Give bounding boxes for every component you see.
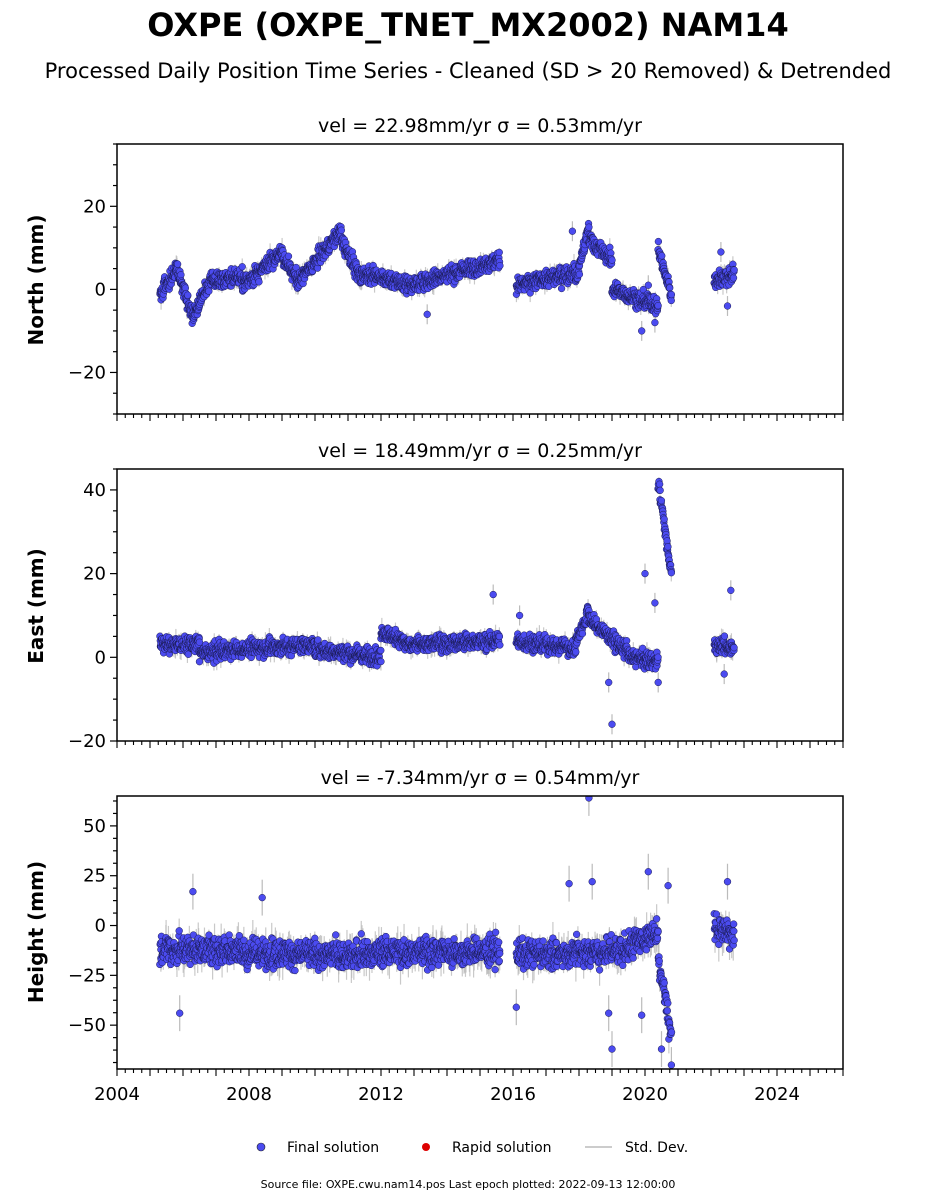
north-panel: vel = 22.98mm/yr σ = 0.53mm/yr North (mm… xyxy=(24,115,844,421)
data-point xyxy=(495,632,504,641)
data-point xyxy=(658,252,666,260)
data-point xyxy=(575,270,584,278)
data-point xyxy=(195,658,204,666)
y-tick-label: 20 xyxy=(83,196,106,217)
data-point xyxy=(284,252,293,260)
data-point xyxy=(729,274,738,282)
data-point xyxy=(495,248,503,257)
data-point xyxy=(654,301,662,310)
figure-title: OXPE (OXPE_TNET_MX2002) NAM14 xyxy=(147,6,788,44)
data-point xyxy=(667,290,676,299)
data-point xyxy=(578,629,587,638)
data-point xyxy=(177,271,185,279)
data-point xyxy=(292,263,300,272)
outlier-point xyxy=(723,302,732,310)
outlier-point xyxy=(717,248,725,256)
y-tick-label: 0 xyxy=(95,279,106,300)
figure-subtitle: Processed Daily Position Time Series - C… xyxy=(45,59,892,83)
data-point xyxy=(377,657,385,666)
data-point xyxy=(337,226,346,234)
east-y-label: East (mm) xyxy=(24,548,48,664)
outlier-point xyxy=(651,318,659,327)
data-point xyxy=(205,287,213,295)
data-point xyxy=(238,263,246,271)
data-point xyxy=(585,223,593,231)
data-point xyxy=(572,648,580,656)
data-point xyxy=(184,650,192,658)
stddev-bars xyxy=(160,477,735,735)
outlier-point xyxy=(568,227,577,235)
outlier-point xyxy=(638,327,646,335)
data-point xyxy=(496,641,504,649)
data-point xyxy=(608,256,616,264)
north-panel-title: vel = 22.98mm/yr σ = 0.53mm/yr xyxy=(318,115,642,137)
final-solution-points xyxy=(156,477,738,728)
data-point xyxy=(654,237,663,246)
data-point xyxy=(666,284,674,292)
outlier-point xyxy=(644,281,652,289)
data-point xyxy=(184,291,192,299)
east-panel-title: vel = 18.49mm/yr σ = 0.25mm/yr xyxy=(318,440,642,462)
data-point xyxy=(255,278,263,286)
data-point xyxy=(195,638,204,646)
east-panel: vel = 18.49mm/yr σ = 0.25mm/yr East (mm)… xyxy=(24,440,844,752)
north-y-label: North (mm) xyxy=(24,214,48,345)
outlier-point xyxy=(423,310,431,318)
data-point xyxy=(557,284,566,293)
final-solution-points xyxy=(156,219,738,335)
data-point xyxy=(377,646,385,655)
data-point xyxy=(173,260,182,268)
data-point xyxy=(496,262,504,270)
y-tick-label: −20 xyxy=(68,362,106,383)
data-point xyxy=(730,266,738,274)
